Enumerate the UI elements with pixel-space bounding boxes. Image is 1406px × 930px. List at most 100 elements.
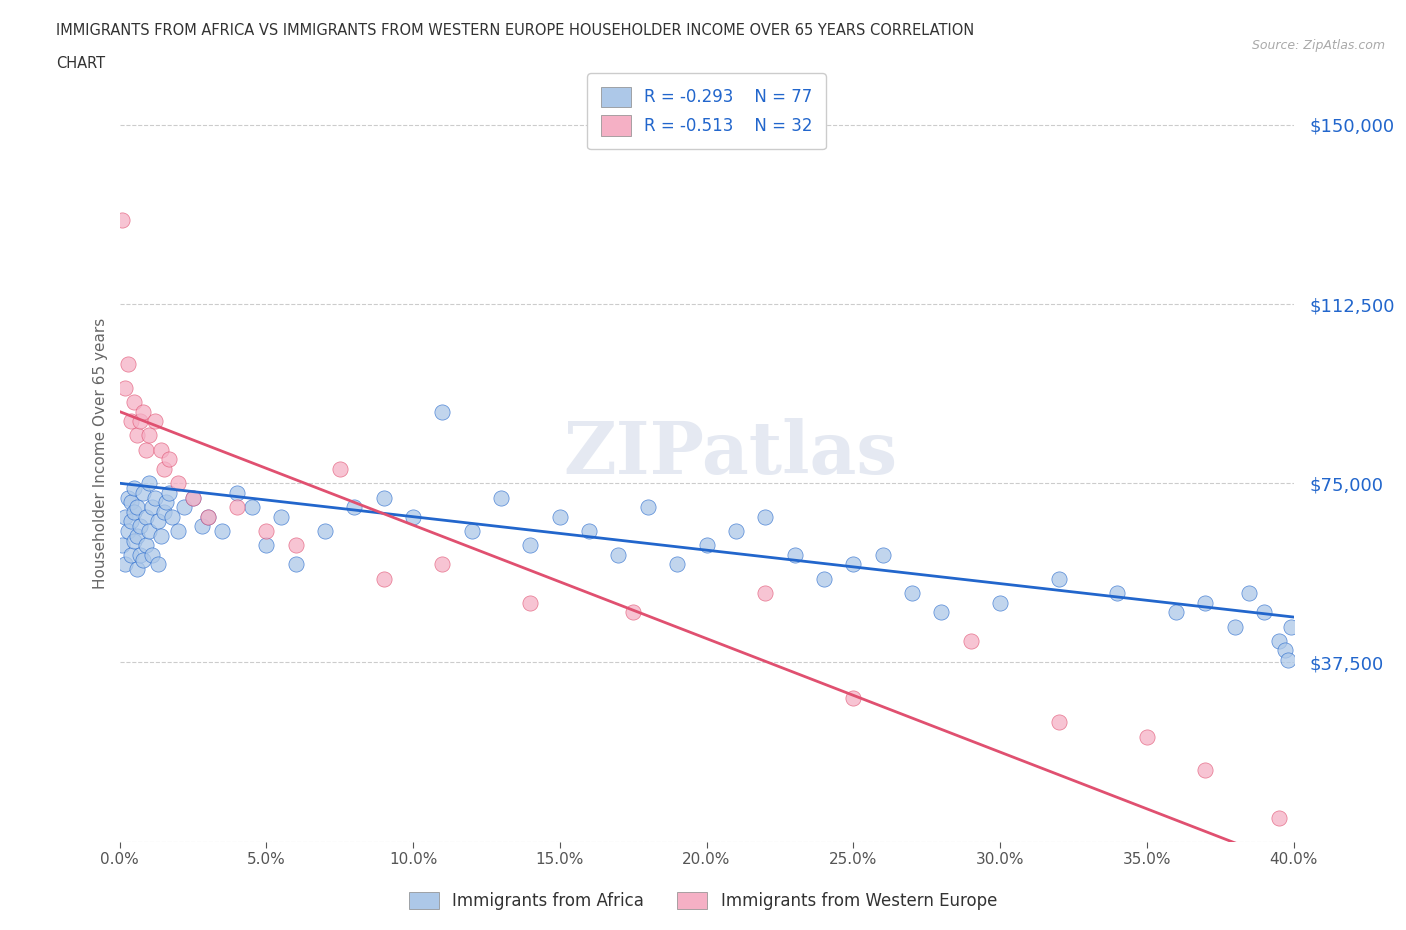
Point [190,519,212,534]
Point [122,504,145,519]
Point [460,524,484,538]
Point [1194,763,1216,777]
Y-axis label: Householder Income Over 65 years: Householder Income Over 65 years [93,318,108,589]
Legend: R = -0.293    N = 77, R = -0.513    N = 32: R = -0.293 N = 77, R = -0.513 N = 32 [588,73,825,149]
Point [1239,586,1261,601]
Point [402,510,425,525]
Point [1223,619,1246,634]
Point [181,490,204,505]
Point [432,405,454,419]
Point [1268,810,1291,825]
Point [1279,619,1302,634]
Point [842,557,865,572]
Point [135,510,157,525]
Point [1277,653,1299,668]
Legend: Immigrants from Africa, Immigrants from Western Europe: Immigrants from Africa, Immigrants from … [402,885,1004,917]
Point [329,461,352,476]
Point [122,481,145,496]
Point [138,428,160,443]
Point [1164,604,1187,619]
Point [578,524,600,538]
Point [141,499,163,514]
Text: CHART: CHART [56,56,105,71]
Point [270,510,292,525]
Point [152,504,174,519]
Point [432,557,454,572]
Point [197,510,219,525]
Point [127,562,149,577]
Point [111,213,134,228]
Point [143,414,166,429]
Point [783,548,806,563]
Point [117,356,139,371]
Point [120,495,142,510]
Text: Source: ZipAtlas.com: Source: ZipAtlas.com [1251,39,1385,52]
Point [146,557,169,572]
Point [141,548,163,563]
Point [225,485,249,500]
Point [167,476,190,491]
Point [813,571,835,586]
Point [724,524,747,538]
Point [519,538,541,552]
Point [157,452,180,467]
Point [129,519,152,534]
Text: ZIPatlas: ZIPatlas [562,418,897,489]
Point [254,524,277,538]
Point [1268,633,1291,648]
Point [135,443,157,458]
Point [114,510,136,525]
Point [122,394,145,409]
Point [197,510,219,525]
Point [754,586,776,601]
Point [314,524,336,538]
Point [120,414,142,429]
Point [114,380,136,395]
Point [152,461,174,476]
Point [132,485,155,500]
Point [842,691,865,706]
Point [162,510,184,525]
Point [988,595,1011,610]
Point [1047,715,1070,730]
Point [129,548,152,563]
Point [637,499,659,514]
Point [959,633,981,648]
Point [146,514,169,529]
Point [1274,643,1296,658]
Point [143,490,166,505]
Point [138,524,160,538]
Point [225,499,249,514]
Point [111,538,134,552]
Point [254,538,277,552]
Text: IMMIGRANTS FROM AFRICA VS IMMIGRANTS FROM WESTERN EUROPE HOUSEHOLDER INCOME OVER: IMMIGRANTS FROM AFRICA VS IMMIGRANTS FRO… [56,23,974,38]
Point [155,495,177,510]
Point [696,538,718,552]
Point [149,443,172,458]
Point [1253,604,1275,619]
Point [931,604,953,619]
Point [120,548,142,563]
Point [132,405,155,419]
Point [132,552,155,567]
Point [284,538,307,552]
Point [138,476,160,491]
Point [157,485,180,500]
Point [127,528,149,543]
Point [240,499,263,514]
Point [1194,595,1216,610]
Point [343,499,366,514]
Point [129,414,152,429]
Point [901,586,924,601]
Point [117,524,139,538]
Point [135,538,157,552]
Point [519,595,541,610]
Point [181,490,204,505]
Point [548,510,571,525]
Point [120,514,142,529]
Point [127,499,149,514]
Point [211,524,233,538]
Point [373,571,395,586]
Point [1107,586,1129,601]
Point [373,490,395,505]
